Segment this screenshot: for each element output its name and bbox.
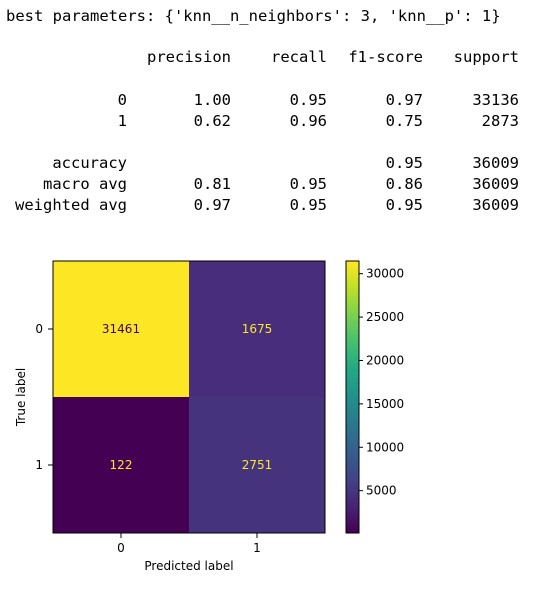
colorbar-tick-label: 10000 [366, 440, 404, 454]
report-cell-recall: 0.96 [289, 112, 327, 130]
report-cell-f1: 0.86 [385, 175, 423, 193]
colorbar-tick-label: 20000 [366, 353, 404, 367]
cell-value-label: 1675 [242, 322, 273, 336]
colorbar-ticks: 5000 10000 15000 20000 25000 30000 [359, 267, 404, 498]
report-cell-support: 33136 [472, 91, 519, 109]
cell-value-label: 31461 [102, 322, 140, 336]
report-cell-f1: 0.75 [385, 112, 423, 130]
y-tick-label: 0 [35, 322, 43, 336]
colorbar-tick-label: 25000 [366, 310, 404, 324]
report-cell-support: 2873 [481, 112, 519, 130]
x-tick-label: 1 [253, 541, 261, 555]
report-row-label: 1 [117, 112, 127, 130]
cell-value-label: 122 [110, 458, 133, 472]
report-row-label: accuracy [52, 154, 127, 172]
report-cell-precision: 1.00 [193, 91, 231, 109]
report-header-support: support [453, 48, 519, 66]
x-tick-label: 0 [117, 541, 125, 555]
colorbar-tick-label: 5000 [366, 484, 397, 498]
colorbar-tick-label: 30000 [366, 267, 404, 281]
report-cell-recall: 0.95 [289, 196, 327, 214]
report-cell-recall: 0.95 [289, 91, 327, 109]
matrix-cell [189, 397, 325, 533]
report-cell-support: 36009 [472, 154, 519, 172]
report-cell-f1: 0.97 [385, 91, 423, 109]
report-cell-precision: 0.97 [193, 196, 231, 214]
colorbar-tick-label: 15000 [366, 397, 404, 411]
confusion-matrix-figure: 31461 1675 122 2751 0 1 0 1 Predicted la… [14, 260, 404, 573]
report-cell-support: 36009 [472, 175, 519, 193]
best-params-line: best parameters: {'knn__n_neighbors': 3,… [6, 7, 501, 25]
y-tick-label: 1 [35, 458, 43, 472]
report-cell-precision: 0.81 [193, 175, 231, 193]
report-cell-f1: 0.95 [385, 154, 423, 172]
matrix-frame [52, 260, 326, 534]
report-cell-recall: 0.95 [289, 175, 327, 193]
report-cell-precision: 0.62 [193, 112, 231, 130]
report-row-label: macro avg [43, 175, 127, 193]
matrix-cell [53, 261, 189, 397]
cell-value-label: 2751 [242, 458, 273, 472]
report-row-label: 0 [117, 91, 127, 109]
y-axis-label: True label [14, 368, 28, 427]
report-cell-f1: 0.95 [385, 196, 423, 214]
report-cell-support: 36009 [472, 196, 519, 214]
report-header-f1: f1-score [348, 48, 423, 66]
report-header-precision: precision [147, 48, 231, 66]
matrix-cell [53, 397, 189, 533]
report-row-label: weighted avg [15, 196, 127, 214]
matrix-cell [189, 261, 325, 397]
x-axis-label: Predicted label [144, 559, 233, 573]
colorbar [345, 260, 360, 534]
report-header-recall: recall [271, 48, 327, 66]
